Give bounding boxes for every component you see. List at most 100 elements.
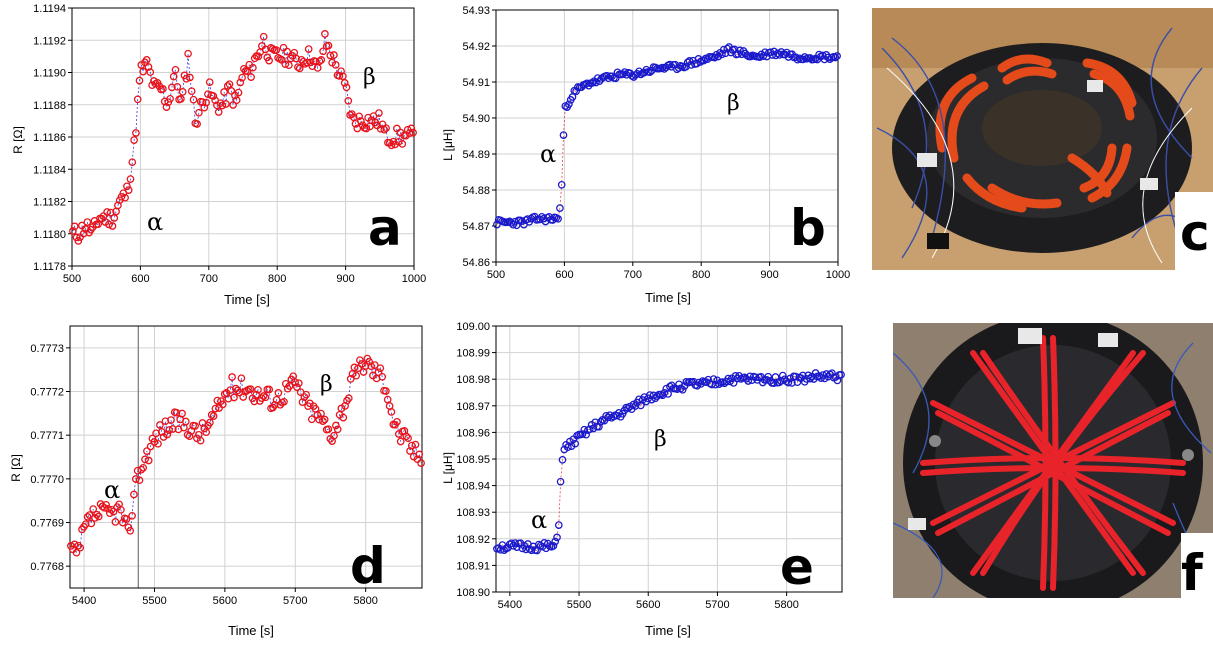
data-point [218, 400, 227, 409]
data-point [376, 124, 385, 133]
data-point [330, 51, 338, 59]
data-point [285, 61, 293, 70]
data-point [218, 101, 227, 110]
y-tick-label: 54.90 [462, 113, 490, 125]
data-point [142, 56, 151, 64]
data-point [353, 124, 362, 133]
chart-d-alpha: α [104, 476, 120, 504]
x-tick-label: 600 [131, 273, 149, 285]
data-point [382, 387, 390, 395]
y-tick-label: 1.1178 [33, 261, 66, 273]
data-point [387, 408, 396, 416]
x-tick-label: 800 [692, 269, 710, 281]
data-point [81, 520, 90, 529]
data-point [167, 416, 175, 424]
data-point [315, 57, 324, 66]
data-point [398, 140, 407, 148]
data-point [624, 404, 632, 413]
data-point [660, 388, 669, 397]
data-point [70, 540, 79, 549]
data-point [70, 222, 79, 231]
data-point [191, 422, 199, 430]
x-tick-label: 1000 [826, 269, 850, 281]
data-point [177, 95, 185, 103]
photo-c: c [872, 8, 1213, 270]
data-point [232, 96, 241, 105]
data-point [303, 58, 311, 67]
data-point [168, 83, 176, 92]
data-point [344, 394, 353, 403]
data-point [249, 63, 257, 72]
data-point [580, 425, 589, 434]
data-point [250, 397, 259, 406]
data-point [200, 103, 209, 112]
data-point [259, 32, 268, 41]
data-point [222, 100, 230, 108]
data-point [307, 415, 316, 424]
data-point [520, 541, 529, 550]
y-tick-label: 1.1192 [33, 35, 66, 47]
data-point [330, 431, 338, 440]
coil-assembly-photo-icon [872, 8, 1213, 270]
data-point [209, 412, 218, 420]
y-tick-label: 54.89 [462, 149, 490, 161]
data-point [609, 412, 618, 421]
data-point [321, 30, 329, 38]
data-point [105, 220, 113, 229]
data-point [83, 513, 92, 521]
data-point [139, 463, 148, 472]
y-tick-label: 0.7770 [30, 474, 64, 486]
data-point [285, 382, 294, 390]
data-point [121, 193, 129, 202]
data-point [370, 361, 379, 369]
data-point [815, 50, 823, 59]
data-point [76, 543, 85, 552]
data-point [549, 542, 558, 550]
y-tick-label: 1.1184 [33, 164, 66, 176]
data-point [746, 372, 754, 381]
data-point [162, 103, 171, 111]
y-tick-label: 108.95 [456, 454, 490, 466]
chart-b-ylabel: L [μH] [441, 129, 455, 161]
data-point [595, 422, 603, 431]
data-point [551, 537, 560, 546]
data-point [294, 379, 303, 388]
data-point [126, 175, 135, 183]
data-point [380, 125, 389, 134]
data-point [761, 48, 769, 57]
data-point [229, 101, 237, 109]
data-point [109, 507, 118, 516]
y-tick-label: 108.98 [456, 374, 490, 386]
x-tick-label: 900 [336, 273, 354, 285]
data-point [205, 78, 214, 87]
data-point [295, 64, 304, 73]
y-tick-label: 0.7772 [30, 387, 64, 399]
data-point [588, 79, 597, 87]
data-point [117, 505, 125, 514]
data-point [213, 396, 222, 405]
data-point [357, 117, 365, 125]
data-point [117, 192, 126, 201]
chart-d-panel-letter: d [350, 537, 386, 595]
data-point [687, 61, 696, 69]
data-point [189, 95, 198, 104]
chart-e-beta: β [654, 427, 667, 452]
data-point [695, 378, 703, 387]
data-point [173, 82, 182, 91]
data-point [69, 227, 77, 235]
data-point [674, 64, 683, 72]
data-point [378, 372, 387, 381]
data-point [133, 95, 142, 104]
data-point [367, 362, 375, 371]
chart-d-xlabel: Time [s] [228, 623, 274, 638]
data-point [361, 362, 370, 370]
x-tick-label: 5800 [774, 599, 798, 611]
data-point [93, 510, 101, 519]
data-point [283, 47, 291, 56]
data-point [340, 79, 349, 87]
x-tick-label: 5600 [636, 599, 660, 611]
data-point [159, 85, 167, 93]
data-point [94, 512, 103, 521]
data-point [592, 78, 600, 87]
y-tick-label: 54.91 [462, 77, 490, 89]
